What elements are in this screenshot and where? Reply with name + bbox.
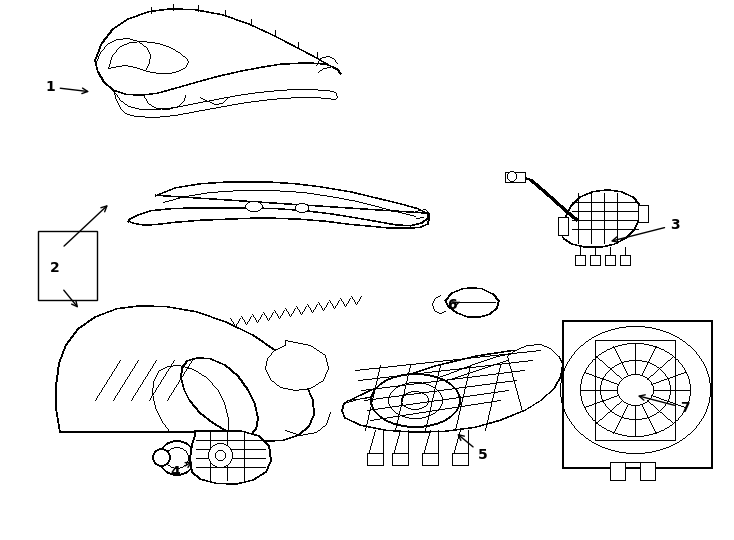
Text: 5: 5 — [458, 435, 488, 462]
Text: 2: 2 — [50, 261, 59, 275]
Text: 1: 1 — [45, 80, 87, 94]
Text: 4: 4 — [170, 462, 192, 479]
Text: 3: 3 — [612, 218, 680, 242]
Text: 6: 6 — [447, 298, 459, 312]
Text: 7: 7 — [639, 395, 690, 415]
